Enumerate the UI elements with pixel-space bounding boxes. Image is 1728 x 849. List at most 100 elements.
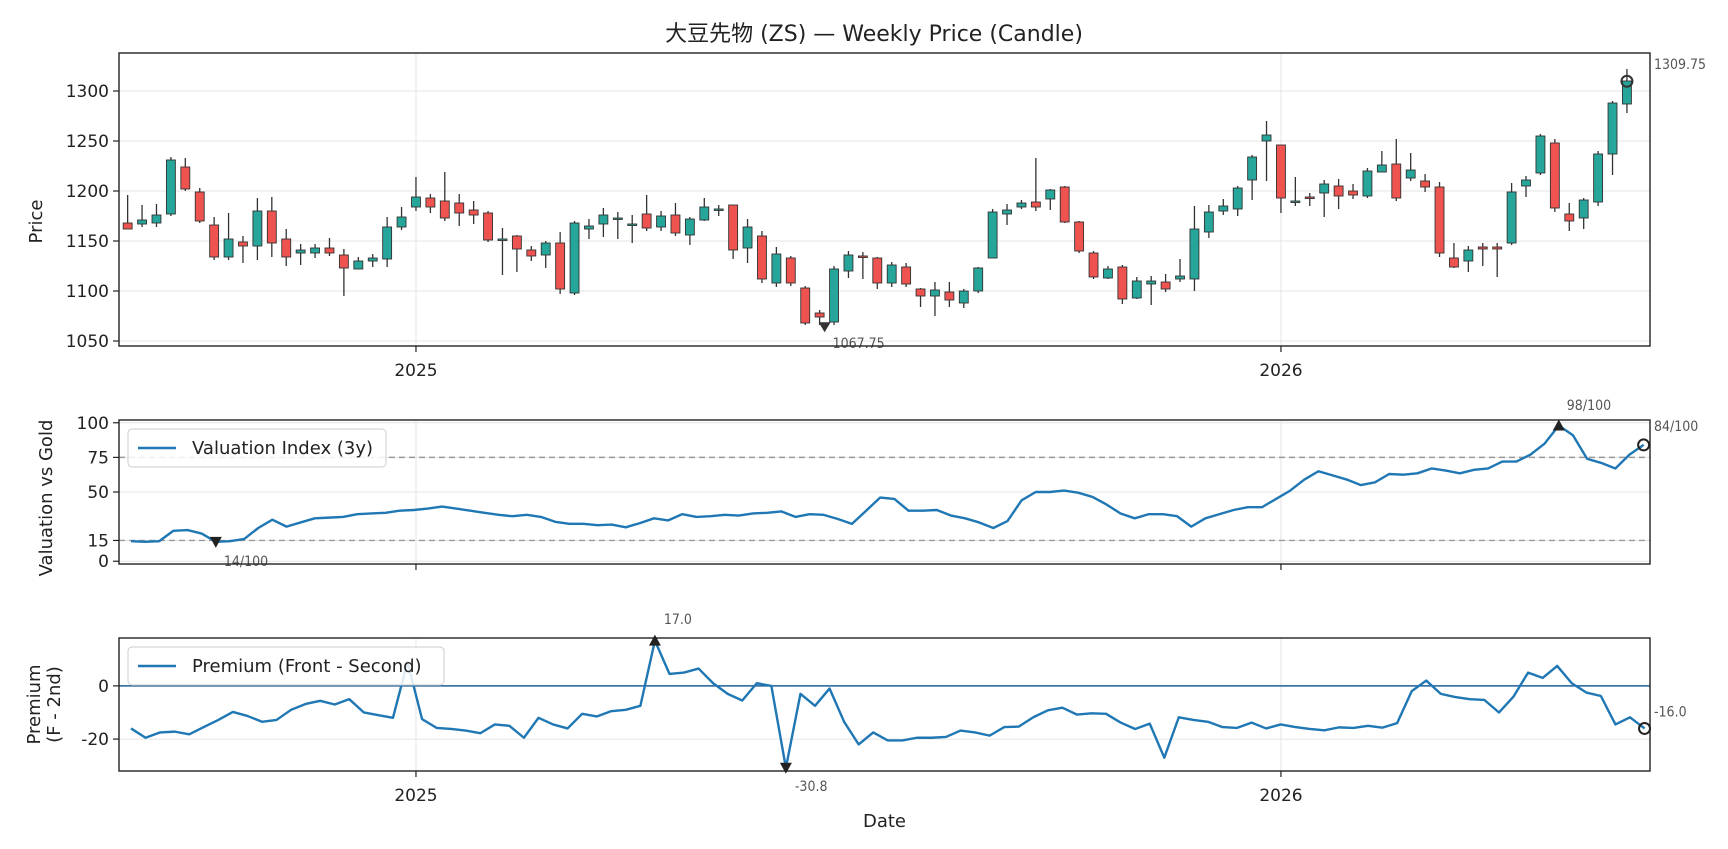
- candle-body: [282, 239, 291, 257]
- valuation-y-tick-label: 50: [87, 483, 109, 503]
- valuation-last-label: 84/100: [1654, 419, 1698, 435]
- premium-y-ticks: -200: [81, 677, 119, 750]
- candle-body: [959, 291, 968, 303]
- candle: [1132, 277, 1141, 299]
- candle: [195, 188, 204, 223]
- candle-body: [873, 258, 882, 283]
- candle-body: [498, 239, 507, 241]
- candle-body: [1579, 200, 1588, 218]
- candle: [412, 177, 421, 211]
- candle-body: [541, 243, 550, 255]
- candle-body: [166, 160, 175, 214]
- candle-body: [1622, 81, 1631, 104]
- candle: [873, 257, 882, 289]
- candle: [1219, 199, 1228, 215]
- candle-body: [311, 248, 320, 253]
- candle-body: [887, 265, 896, 283]
- candle: [887, 262, 896, 287]
- candle: [1017, 200, 1026, 209]
- candle: [1449, 243, 1458, 268]
- candle: [1565, 203, 1574, 231]
- candle-body: [1377, 165, 1386, 172]
- candle: [1536, 134, 1545, 175]
- candle: [757, 231, 766, 283]
- valuation-annotations: 98/10014/10084/100: [210, 398, 1698, 570]
- candle-body: [1349, 191, 1358, 195]
- candle-body: [1507, 192, 1516, 243]
- candle-body: [1089, 253, 1098, 277]
- premium-x-tick-label: 2025: [394, 786, 437, 806]
- valuation-y-tick-label: 15: [87, 531, 109, 551]
- candle-body: [195, 192, 204, 221]
- candle: [657, 211, 666, 231]
- candle-body: [1017, 203, 1026, 207]
- candle: [484, 211, 493, 242]
- candle: [210, 217, 219, 260]
- candle-body: [354, 261, 363, 269]
- candle: [1276, 145, 1285, 213]
- candle-body: [455, 203, 464, 213]
- valuation-y-tick-label: 100: [77, 414, 109, 434]
- candle: [1003, 204, 1012, 225]
- premium-high-marker: [649, 635, 661, 646]
- price-x-tick-label: 2026: [1259, 361, 1302, 381]
- candle: [1522, 176, 1531, 197]
- candle-body: [123, 223, 132, 229]
- candle: [700, 198, 709, 221]
- price-y-tick-label: 1100: [66, 282, 109, 302]
- candle: [786, 256, 795, 286]
- valuation-y-tick-label: 0: [98, 552, 109, 572]
- candle: [743, 219, 752, 263]
- candle-body: [815, 313, 824, 317]
- candle: [1190, 206, 1199, 291]
- price-candles: [123, 69, 1631, 325]
- candle: [1608, 101, 1617, 175]
- premium-low-label: -30.8: [795, 779, 828, 795]
- candle-body: [830, 269, 839, 322]
- candle-body: [1608, 103, 1617, 154]
- candle: [1478, 243, 1487, 266]
- candle-body: [786, 258, 795, 283]
- candle-body: [584, 226, 593, 229]
- price-low-marker: [819, 322, 831, 332]
- candle: [138, 205, 147, 227]
- candle-body: [628, 224, 637, 226]
- candle-body: [1594, 154, 1603, 202]
- valuation-low-label: 14/100: [224, 554, 268, 570]
- candle-body: [469, 210, 478, 215]
- premium-low-marker: [780, 763, 792, 774]
- candle: [584, 219, 593, 239]
- candle: [974, 267, 983, 293]
- candle-body: [1449, 258, 1458, 267]
- candle-body: [1522, 180, 1531, 186]
- candle: [152, 204, 161, 227]
- candle: [1305, 193, 1314, 206]
- candle-body: [1003, 210, 1012, 214]
- candle: [1060, 186, 1069, 223]
- candle-body: [1565, 214, 1574, 221]
- candle: [844, 251, 853, 278]
- candle: [1377, 151, 1386, 172]
- candle-body: [512, 236, 521, 249]
- candle: [570, 221, 579, 295]
- candle: [253, 198, 262, 260]
- candle: [311, 244, 320, 258]
- candle-body: [1536, 136, 1545, 173]
- premium-x-tick-label: 2026: [1259, 786, 1302, 806]
- candle-body: [772, 254, 781, 283]
- candle: [368, 254, 377, 267]
- candle-body: [1550, 143, 1559, 208]
- candle-body: [642, 214, 651, 228]
- candle-body: [138, 220, 147, 224]
- candle: [1349, 184, 1358, 199]
- candle: [527, 246, 536, 261]
- candle: [801, 286, 810, 325]
- price-y-tick-label: 1300: [66, 82, 109, 102]
- candle: [541, 241, 550, 268]
- valuation-y-ticks: 0155075100: [77, 414, 119, 572]
- candle: [469, 201, 478, 224]
- candle: [166, 157, 175, 216]
- premium-y-label-line: Premium: [24, 664, 45, 744]
- price-y-tick-label: 1050: [66, 332, 109, 352]
- candle-body: [1320, 184, 1329, 193]
